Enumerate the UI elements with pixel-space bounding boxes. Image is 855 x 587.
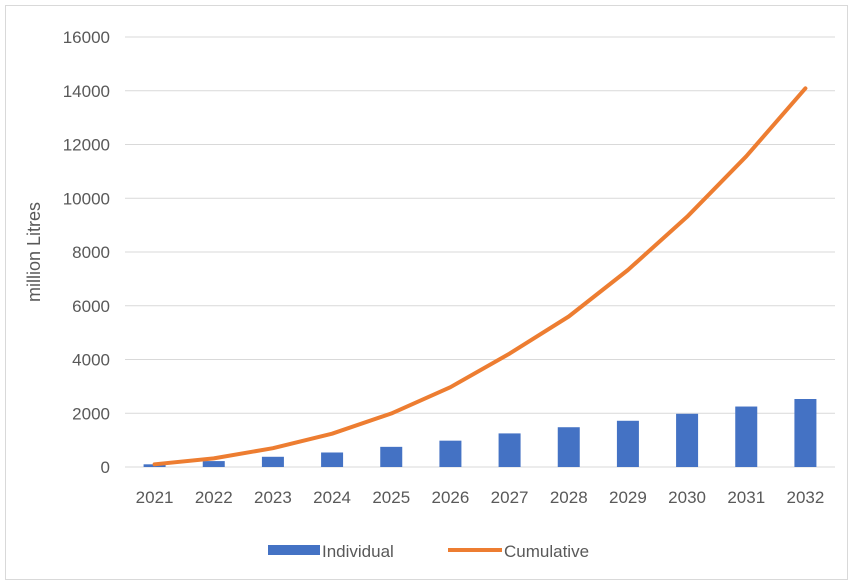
legend: Individual Cumulative bbox=[268, 542, 589, 561]
bar bbox=[735, 406, 758, 467]
bars-individual bbox=[143, 399, 817, 467]
x-tick-label: 2021 bbox=[136, 488, 174, 507]
y-tick-label: 0 bbox=[101, 458, 110, 477]
x-tick-label: 2029 bbox=[609, 488, 647, 507]
y-tick-label: 12000 bbox=[63, 136, 110, 155]
chart-frame: 0 2000 4000 6000 8000 10000 12000 14000 16000 20… bbox=[5, 5, 848, 580]
bar bbox=[321, 452, 344, 467]
legend-swatch-individual bbox=[268, 545, 320, 555]
bar bbox=[261, 456, 284, 467]
x-tick-label: 2024 bbox=[313, 488, 351, 507]
chart: 0 2000 4000 6000 8000 10000 12000 14000 16000 20… bbox=[24, 28, 835, 561]
y-tick-label: 2000 bbox=[72, 404, 110, 423]
y-tick-label: 10000 bbox=[63, 189, 110, 208]
y-tick-label: 16000 bbox=[63, 28, 110, 47]
x-tick-label: 2027 bbox=[491, 488, 529, 507]
legend-label-individual: Individual bbox=[322, 542, 394, 561]
x-tick-label: 2031 bbox=[727, 488, 765, 507]
bar bbox=[439, 440, 462, 467]
bar bbox=[380, 446, 403, 467]
y-tick-label: 6000 bbox=[72, 297, 110, 316]
y-tick-label: 4000 bbox=[72, 351, 110, 370]
bar bbox=[676, 413, 699, 467]
x-tick-label: 2022 bbox=[195, 488, 233, 507]
x-tick-label: 2030 bbox=[668, 488, 706, 507]
legend-label-cumulative: Cumulative bbox=[504, 542, 589, 561]
bar bbox=[616, 420, 639, 467]
x-tick-label: 2028 bbox=[550, 488, 588, 507]
line-path bbox=[152, 86, 808, 467]
y-tick-label: 14000 bbox=[63, 82, 110, 101]
gridlines bbox=[125, 36, 835, 468]
bar bbox=[794, 399, 817, 467]
y-tick-label: 8000 bbox=[72, 243, 110, 262]
bar bbox=[557, 427, 580, 467]
x-tick-label: 2025 bbox=[372, 488, 410, 507]
y-axis-label: million Litres bbox=[24, 202, 44, 302]
bar bbox=[202, 461, 225, 467]
x-tick-label: 2026 bbox=[432, 488, 470, 507]
x-axis-ticks: 2021 2022 2023 2024 2025 2026 2027 2028 2029 2030… bbox=[136, 488, 825, 507]
x-tick-label: 2032 bbox=[787, 488, 825, 507]
y-axis-ticks: 0 2000 4000 6000 8000 10000 12000 14000 16000 bbox=[63, 28, 110, 477]
line-cumulative bbox=[152, 86, 808, 467]
bar bbox=[498, 433, 521, 467]
x-tick-label: 2023 bbox=[254, 488, 292, 507]
